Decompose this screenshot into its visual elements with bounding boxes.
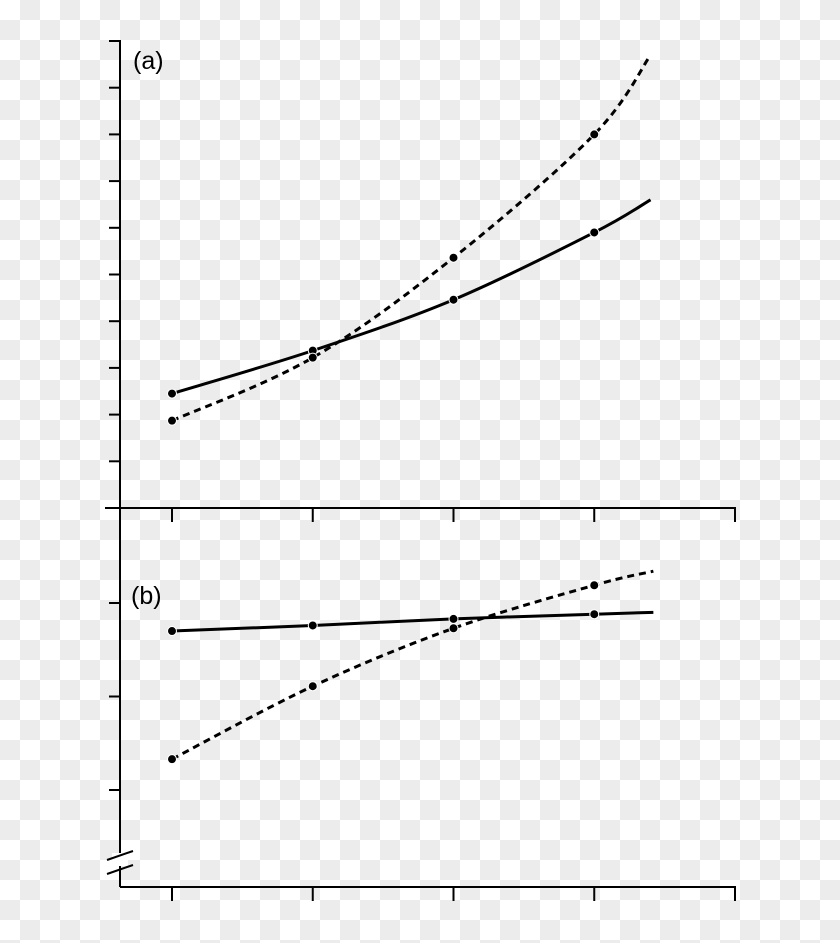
panel-label-a: (a) (133, 47, 164, 75)
data-point-solid-a (167, 388, 177, 399)
data-point-dashed-b (307, 681, 318, 692)
data-point-dashed-b (167, 754, 177, 765)
data-point-solid-a (448, 294, 459, 305)
data-point-dashed-a (167, 415, 177, 426)
axis-break-mark (106, 864, 134, 875)
series-dashed-line-b (171, 569, 654, 761)
data-point-dashed-a (307, 352, 318, 363)
data-point-solid-b (307, 620, 318, 631)
data-point-dashed-a (448, 252, 459, 263)
data-point-solid-b (448, 613, 459, 624)
data-point-dashed-b (448, 623, 459, 634)
data-point-solid-a (589, 227, 600, 238)
series-solid-line-b (171, 610, 654, 633)
panel-label-b: (b) (131, 582, 162, 610)
data-point-solid-b (589, 609, 600, 620)
axis-break-mark (106, 850, 134, 861)
data-point-dashed-a (589, 129, 600, 140)
data-point-dashed-b (589, 580, 600, 591)
data-point-solid-b (167, 626, 177, 637)
series-solid-line-a (171, 198, 652, 396)
series-dashed-line-a (171, 54, 652, 423)
